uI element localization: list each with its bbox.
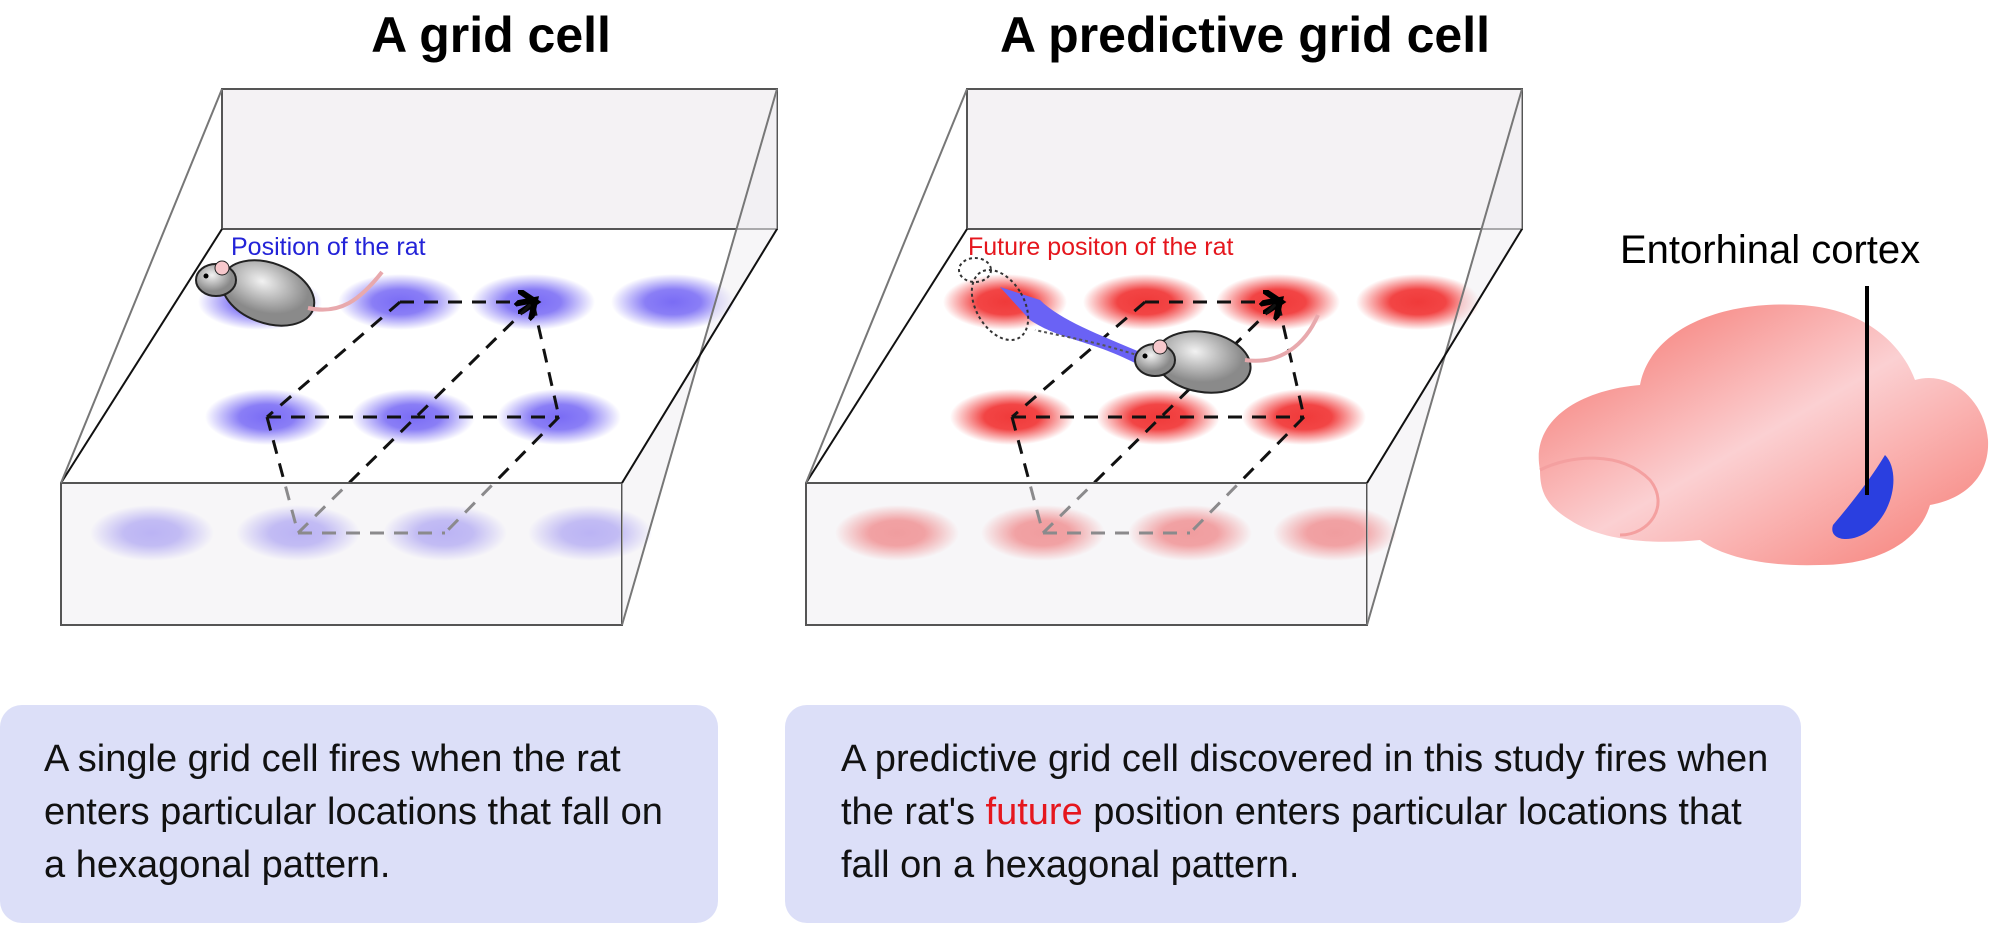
caption-highlight-future: future bbox=[985, 791, 1083, 833]
label-entorhinal-cortex: Entorhinal cortex bbox=[1620, 228, 1921, 272]
arena-back-wall bbox=[966, 88, 1523, 230]
title-predictive-grid-cell: A predictive grid cell bbox=[1000, 7, 1490, 63]
lattice-dashed-line bbox=[266, 300, 401, 419]
movement-arrow bbox=[1000, 287, 1140, 363]
caption-text-before: A predictive grid cell discovered in thi… bbox=[841, 738, 1769, 833]
firing-field bbox=[611, 274, 735, 330]
future-rat-outline bbox=[958, 257, 1030, 342]
lattice-dashed-line bbox=[1011, 300, 1146, 419]
arena-front-wall bbox=[805, 482, 1368, 626]
arena-edge bbox=[60, 228, 223, 484]
brain-illustration bbox=[1538, 286, 1989, 566]
lattice-dashed-line bbox=[1276, 301, 1306, 418]
arena-edge bbox=[805, 228, 968, 484]
rat-left bbox=[195, 259, 384, 327]
arena-edge bbox=[1366, 228, 1523, 484]
caption-text-after: position enters particular locations tha… bbox=[841, 791, 1742, 886]
arena-back-wall bbox=[221, 88, 778, 230]
label-future-position: Future positon of the rat bbox=[968, 233, 1234, 261]
title-grid-cell: A grid cell bbox=[371, 7, 611, 63]
arena-edge bbox=[60, 88, 223, 484]
arena-left bbox=[60, 88, 778, 626]
caption-text: A single grid cell fires when the rat en… bbox=[44, 738, 663, 886]
lattice-dashed-line bbox=[531, 301, 561, 418]
lattice-dashed-line bbox=[443, 415, 561, 535]
caption-predictive-grid-cell: A predictive grid cell discovered in thi… bbox=[785, 705, 1801, 923]
arena-edge bbox=[805, 88, 968, 484]
rat-right bbox=[1134, 314, 1320, 394]
entorhinal-cortex-region bbox=[1832, 455, 1894, 540]
arena-front-wall bbox=[60, 482, 623, 626]
label-rat-position: Position of the rat bbox=[231, 233, 426, 261]
lattice-dashed-line bbox=[1188, 415, 1306, 535]
firing-field bbox=[1356, 274, 1480, 330]
caption-grid-cell: A single grid cell fires when the rat en… bbox=[0, 705, 718, 923]
arena-edge bbox=[621, 228, 778, 484]
